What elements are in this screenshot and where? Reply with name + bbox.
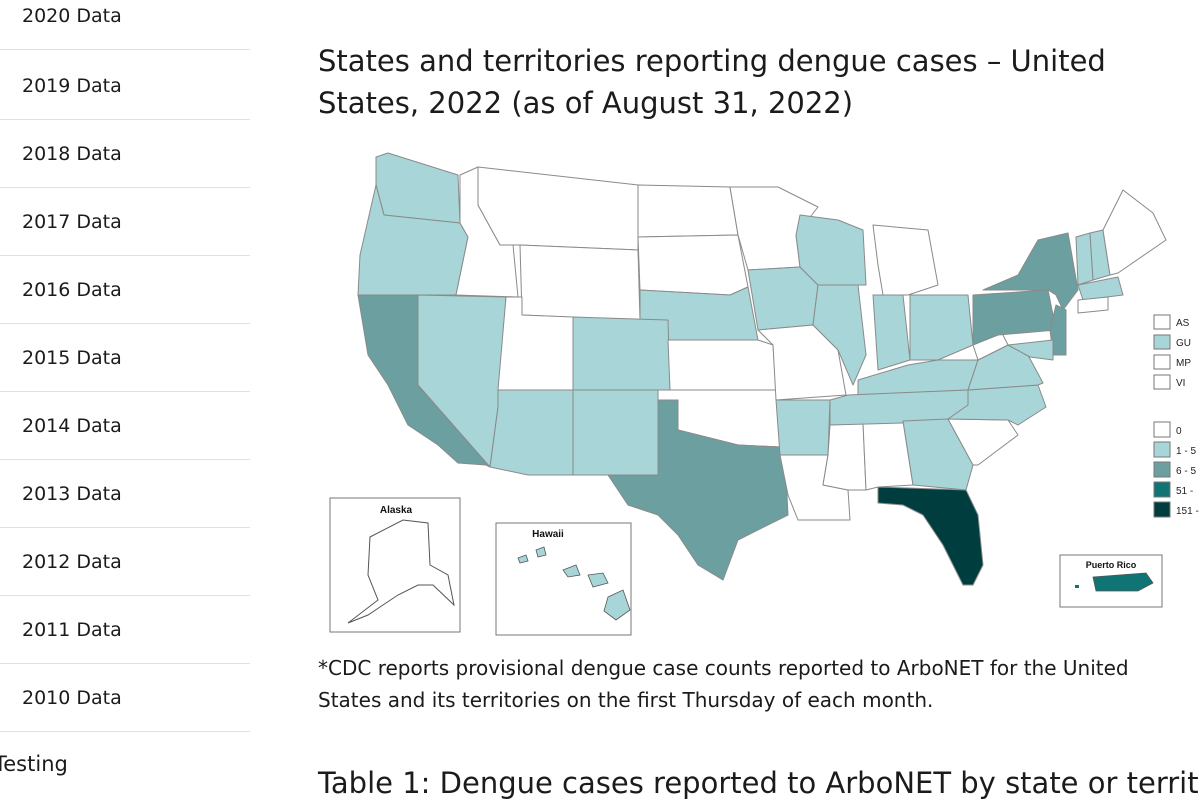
state-ga [902,418,974,491]
dengue-map-figure: Alaska Hawaii Puerto Rico AS GU MP VI [318,145,1200,640]
footnote-line-2: States and its territories on the first … [318,688,934,712]
hawaii-island-5 [603,589,631,621]
state-ct [1077,296,1109,314]
sidebar-item-2012[interactable]: 2012 Data [0,528,250,596]
hawaii-inset [495,522,632,636]
state-oh [909,294,974,361]
sidebar-item-label: 2017 Data [22,210,122,233]
alaska-shape [347,519,455,624]
pr-label: Puerto Rico [1086,560,1137,570]
sidebar-item-2014[interactable]: 2014 Data [0,392,250,460]
us-map: Alaska Hawaii Puerto Rico AS GU MP VI [329,152,1199,636]
legend-as: AS [1176,318,1190,329]
state-sd [637,234,749,296]
state-nc [947,384,1047,426]
state-co [572,316,671,391]
state-az [489,389,574,476]
state-ar [775,399,831,456]
sidebar-item-label: 2013 Data [22,482,122,505]
sidebar-item-2015[interactable]: 2015 Data [0,324,250,392]
sidebar-item-2010[interactable]: 2010 Data [0,664,250,732]
sidebar-item-label: 2015 Data [22,346,122,369]
pr-islet [1075,585,1079,588]
sidebar-item-testing[interactable]: Testing [0,752,68,776]
sidebar-item-label: 2012 Data [22,550,122,573]
legend-151-plus: 151 - [1176,506,1199,517]
state-ks [667,339,777,391]
hawaii-island-4 [587,572,609,588]
hawaii-island-2 [535,546,547,558]
state-ma [1077,276,1124,301]
legend-mp: MP [1176,358,1191,369]
sidebar-item-label: 2010 Data [22,686,122,709]
sidebar-item-label: 2019 Data [22,74,122,97]
state-me [1102,189,1167,276]
state-mt [477,166,639,251]
legend-vi: VI [1176,378,1185,389]
state-wy [519,244,641,321]
sidebar-item-label: 2020 Data [22,4,122,27]
sidebar-item-label: 2014 Data [22,414,122,437]
state-mi [872,224,939,296]
legend-1-5: 1 - 5 [1176,446,1196,457]
state-ky [857,359,979,396]
sidebar-item-2017[interactable]: 2017 Data [0,188,250,256]
map-footnote: *CDC reports provisional dengue case cou… [318,652,1200,716]
table-title: Table 1: Dengue cases reported to ArboNE… [318,766,1200,800]
state-nj [1049,304,1067,356]
state-il [812,284,867,386]
territory-legend: AS GU MP VI [1153,314,1191,390]
sidebar-item-2019[interactable]: 2019 Data [0,52,250,120]
sidebar-item-label: 2018 Data [22,142,122,165]
state-nd [637,184,739,238]
alaska-label: Alaska [380,505,413,516]
page-title: States and territories reporting dengue … [318,44,1106,120]
sidebar-item-2020[interactable]: 2020 Data [0,0,250,50]
legend-51-150: 51 - [1176,486,1193,497]
pr-shape [1092,572,1154,592]
state-ms [822,422,867,491]
state-wa [375,152,461,224]
state-md [1007,339,1054,361]
case-legend: 0 1 - 5 6 - 5 51 - 151 - [1153,421,1199,518]
state-pa [972,289,1057,346]
sidebar-item-2013[interactable]: 2013 Data [0,460,250,528]
state-tx [607,399,789,581]
sidebar-item-label: 2016 Data [22,278,122,301]
legend-0: 0 [1176,426,1182,437]
hawaii-label: Hawaii [532,529,564,540]
sidebar-item-2016[interactable]: 2016 Data [0,256,250,324]
sidebar-item-2011[interactable]: 2011 Data [0,596,250,664]
state-fl [877,486,984,586]
state-in [872,294,911,371]
hawaii-island-1 [517,554,529,564]
state-ny [982,232,1079,311]
state-nm [572,389,659,476]
sidebar-nav: 2020 Data 2019 Data 2018 Data 2017 Data … [0,0,250,800]
state-ia [747,266,819,331]
hawaii-island-3 [562,564,581,578]
sidebar-item-2018[interactable]: 2018 Data [0,120,250,188]
footnote-line-1: *CDC reports provisional dengue case cou… [318,656,1129,680]
legend-6-50: 6 - 5 [1176,466,1196,477]
sidebar-item-label: 2011 Data [22,618,122,641]
legend-gu: GU [1176,338,1191,349]
